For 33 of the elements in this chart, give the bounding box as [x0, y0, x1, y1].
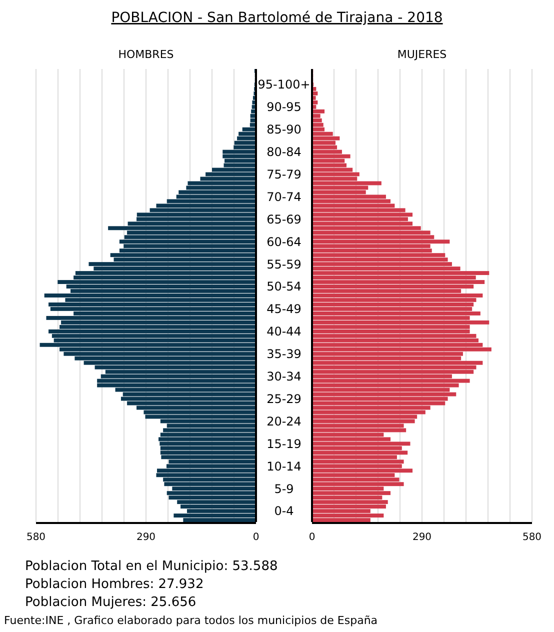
y-tick-label: 80-84 [266, 145, 302, 160]
y-tick-label: 35-39 [266, 347, 302, 362]
y-tick-label: 40-44 [266, 324, 302, 339]
y-tick-label: 65-69 [266, 212, 302, 226]
x-tick-label: 290 [412, 532, 432, 543]
x-tick-label: 290 [136, 532, 156, 543]
chart-subtitle: MUJERES [397, 48, 447, 61]
y-tick-label: 10-14 [266, 459, 302, 474]
y-tick-label: 5-9 [274, 482, 294, 496]
text: Poblacion Mujeres: 25.656 [25, 595, 196, 610]
y-tick-label: 0-4 [274, 504, 294, 518]
y-tick-label: 55-59 [266, 257, 302, 272]
y-tick-label: 90-95 [266, 100, 302, 114]
y-tick-label: 15-19 [266, 436, 302, 451]
x-tick-label: 580 [26, 532, 46, 543]
source-note: Fuente:INE , Grafico elaborado para todos los municipios de España [4, 614, 378, 627]
chart-title: POBLACION - San Bartolomé de Tirajana - 2018 [111, 10, 443, 26]
text: Poblacion Total en el Municipio: 53.588 [25, 559, 278, 574]
y-tick-label: 25-29 [266, 392, 302, 406]
x-tick-label: 0 [308, 532, 316, 543]
y-tick-label: 20-24 [266, 414, 302, 428]
text: Poblacion Hombres: 27.932 [25, 577, 204, 592]
y-tick-label: 60-64 [266, 234, 302, 249]
y-tick-label: 70-74 [266, 190, 302, 204]
y-tick-label: 50-54 [266, 280, 302, 294]
y-tick-label: 95-100+ [258, 78, 310, 92]
x-tick-label: 0 [252, 532, 260, 543]
y-tick-label: 30-34 [266, 370, 302, 384]
y-tick-label: 45-49 [266, 302, 302, 316]
y-tick-label: 85-90 [266, 122, 302, 137]
y-tick-label: 75-79 [266, 167, 302, 182]
x-tick-label: 580 [522, 532, 542, 543]
chart-subtitle: HOMBRES [118, 48, 174, 61]
